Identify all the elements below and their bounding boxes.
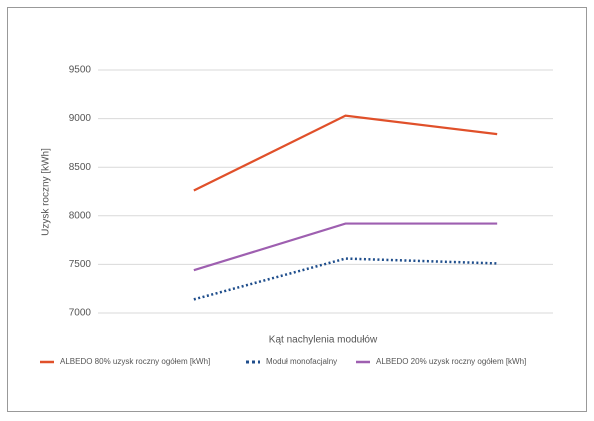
legend-label: ALBEDO 20% uzysk roczny ogółem [kWh] <box>376 357 526 366</box>
series-line <box>193 257 498 301</box>
series-line <box>193 114 498 192</box>
x-axis-title: Kąt nachylenia modułów <box>269 335 378 346</box>
chart-border <box>7 7 587 412</box>
y-tick-label: 9500 <box>69 65 92 76</box>
y-tick-label: 8000 <box>69 210 92 221</box>
y-tick-label: 7500 <box>69 259 92 270</box>
y-tick-label: 8500 <box>69 162 92 173</box>
y-tick-label: 7000 <box>69 308 92 319</box>
legend-label: Moduł monofacjalny <box>266 357 337 366</box>
series-line <box>193 222 498 272</box>
legend: ALBEDO 80% uzysk roczny ogółem [kWh] Modu… <box>40 357 526 366</box>
legend-label: ALBEDO 80% uzysk roczny ogółem [kWh] <box>60 357 210 366</box>
y-tick-label: 9000 <box>69 113 92 124</box>
y-axis-title: Uzysk roczny [kWh] <box>41 148 52 236</box>
